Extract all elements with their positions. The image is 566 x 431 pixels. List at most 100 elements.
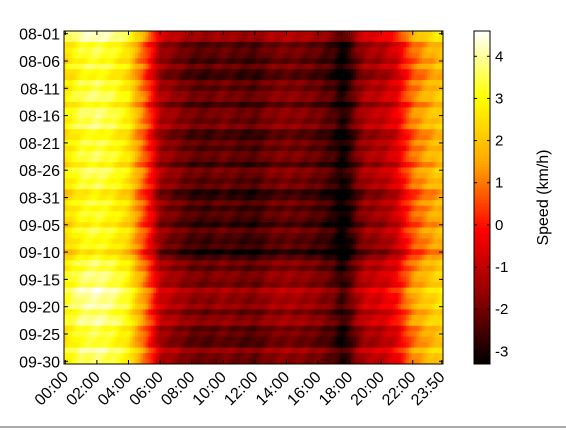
- heatmap-cell: [124, 194, 128, 201]
- heatmap-cell: [387, 145, 391, 152]
- heatmap-cell: [416, 200, 420, 207]
- heatmap-cell: [419, 36, 423, 43]
- heatmap-cell: [285, 74, 289, 81]
- heatmap-cell: [214, 101, 218, 108]
- heatmap-cell: [337, 129, 341, 136]
- heatmap-cell: [371, 162, 375, 168]
- heatmap-cell: [214, 85, 218, 92]
- heatmap-cell: [100, 216, 104, 223]
- heatmap-cell: [400, 85, 404, 92]
- heatmap-cell: [316, 47, 320, 54]
- heatmap-cell: [350, 156, 354, 163]
- heatmap-cell: [319, 129, 323, 136]
- heatmap-cell: [253, 189, 257, 196]
- heatmap-cell: [266, 151, 270, 157]
- heatmap-cell: [219, 211, 223, 218]
- heatmap-cell: [164, 58, 168, 65]
- heatmap-cell: [377, 189, 381, 196]
- heatmap-cell: [106, 211, 110, 218]
- heatmap-cell: [166, 96, 170, 103]
- heatmap-cell: [185, 200, 189, 207]
- heatmap-cell: [369, 47, 373, 54]
- heatmap-cell: [179, 140, 183, 147]
- heatmap-cell: [79, 211, 83, 218]
- heatmap-cell: [195, 107, 199, 114]
- heatmap-cell: [392, 162, 397, 168]
- heatmap-cell: [235, 112, 239, 119]
- heatmap-cell: [437, 107, 441, 114]
- heatmap-cell: [227, 101, 231, 108]
- heatmap-cell: [292, 140, 297, 147]
- heatmap-cell: [306, 151, 310, 157]
- heatmap-cell: [416, 47, 420, 54]
- heatmap-cell: [435, 69, 439, 76]
- heatmap-cell: [350, 107, 354, 114]
- heatmap-cell: [87, 74, 91, 81]
- heatmap-cell: [85, 189, 89, 196]
- heatmap-cell: [416, 52, 420, 59]
- heatmap-cell: [187, 41, 191, 48]
- heatmap-cell: [156, 205, 160, 212]
- heatmap-cell: [137, 178, 141, 185]
- heatmap-cell: [282, 96, 286, 103]
- heatmap-cell: [335, 63, 339, 70]
- heatmap-cell: [421, 162, 425, 168]
- heatmap-cell: [124, 189, 128, 196]
- heatmap-cell: [164, 145, 168, 152]
- heatmap-cell: [129, 145, 133, 152]
- heatmap-cell: [408, 156, 412, 163]
- heatmap-cell: [392, 36, 397, 43]
- heatmap-cell: [314, 63, 318, 70]
- heatmap-cell: [140, 101, 144, 108]
- heatmap-cell: [82, 167, 86, 174]
- heatmap-cell: [74, 156, 78, 163]
- heatmap-cell: [390, 145, 394, 152]
- heatmap-cell: [279, 129, 283, 136]
- heatmap-cell: [279, 118, 283, 125]
- heatmap-cell: [424, 85, 428, 92]
- heatmap-cell: [90, 123, 94, 130]
- heatmap-cell: [406, 123, 410, 130]
- heatmap-cell: [390, 85, 394, 92]
- heatmap-cell: [206, 31, 210, 37]
- heatmap-cell: [124, 211, 128, 218]
- heatmap-cell: [79, 80, 83, 86]
- heatmap-cell: [287, 140, 291, 147]
- heatmap-cell: [90, 151, 94, 157]
- heatmap-cell: [190, 63, 194, 70]
- heatmap-cell: [216, 178, 220, 185]
- heatmap-cell: [398, 172, 402, 179]
- heatmap-cell: [124, 200, 128, 207]
- heatmap-cell: [237, 58, 241, 65]
- heatmap-cell: [340, 31, 344, 37]
- heatmap-cell: [200, 63, 204, 70]
- heatmap-cell: [377, 178, 381, 185]
- heatmap-cell: [274, 36, 278, 43]
- heatmap-cell: [232, 85, 236, 92]
- heatmap-cell: [303, 52, 307, 59]
- heatmap-cell: [395, 52, 399, 59]
- heatmap-cell: [277, 162, 281, 168]
- heatmap-cell: [145, 41, 149, 48]
- heatmap-cell: [279, 69, 283, 76]
- heatmap-cell: [150, 118, 154, 125]
- heatmap-cell: [345, 36, 349, 43]
- heatmap-cell: [106, 63, 110, 70]
- heatmap-cell: [292, 69, 297, 76]
- heatmap-cell: [229, 205, 233, 212]
- heatmap-cell: [127, 91, 131, 97]
- heatmap-cell: [395, 41, 399, 48]
- heatmap-cell: [395, 200, 399, 207]
- heatmap-cell: [416, 140, 420, 147]
- heatmap-cell: [403, 118, 407, 125]
- heatmap-cell: [287, 172, 291, 179]
- heatmap-cell: [82, 172, 86, 179]
- heatmap-cell: [332, 151, 336, 157]
- heatmap-cell: [385, 69, 389, 76]
- heatmap-cell: [245, 205, 249, 212]
- heatmap-cell: [303, 101, 307, 108]
- heatmap-cell: [369, 74, 373, 81]
- heatmap-cell: [121, 134, 125, 141]
- heatmap-cell: [319, 194, 323, 201]
- heatmap-cell: [195, 189, 199, 196]
